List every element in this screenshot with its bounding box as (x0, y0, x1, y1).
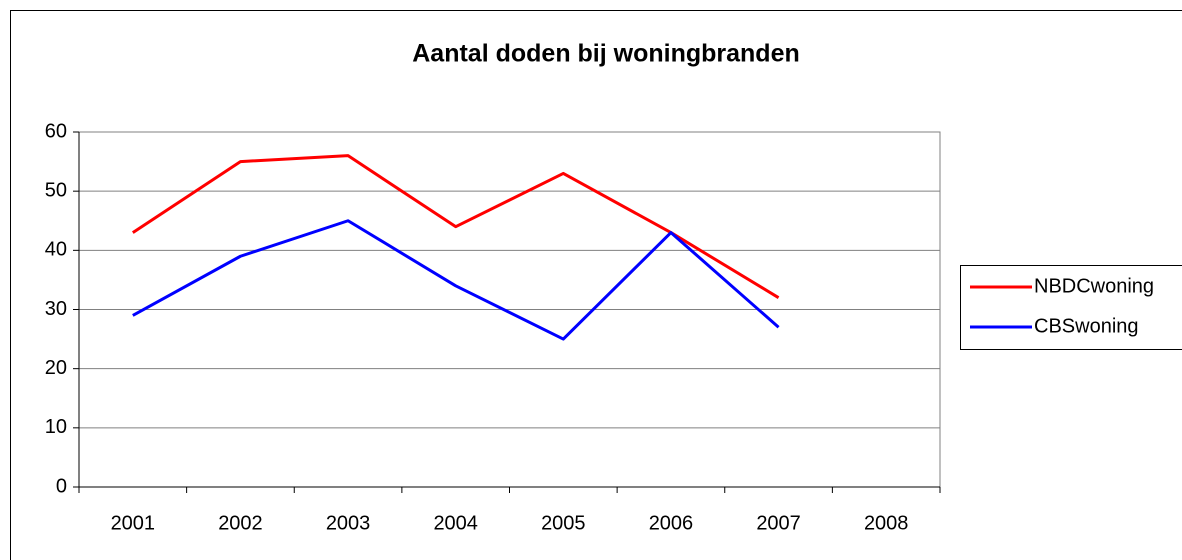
y-tick-label: 10 (45, 416, 67, 438)
chart-title: Aantal doden bij woningbranden (412, 40, 800, 68)
y-tick-label: 0 (56, 475, 67, 497)
y-tick-label: 60 (45, 120, 67, 142)
line-series (132, 219, 780, 341)
x-tick-label: 2002 (218, 512, 263, 534)
x-tick-label: 2001 (111, 512, 156, 534)
legend-label: CBSwoning (1034, 315, 1139, 337)
y-tick-label: 20 (45, 357, 67, 379)
y-tick-label: 50 (45, 179, 67, 201)
x-tick-label: 2006 (649, 512, 694, 534)
x-tick-label: 2007 (756, 512, 801, 534)
x-tick-label: 2008 (864, 512, 909, 534)
legend-box (960, 265, 1182, 350)
x-tick-label: 2005 (541, 512, 586, 534)
y-tick-label: 30 (45, 298, 67, 320)
x-tick-label: 2003 (326, 512, 371, 534)
y-tick-label: 40 (45, 239, 67, 261)
x-tick-label: 2004 (433, 512, 478, 534)
legend-label: NBDCwoning (1034, 275, 1154, 297)
